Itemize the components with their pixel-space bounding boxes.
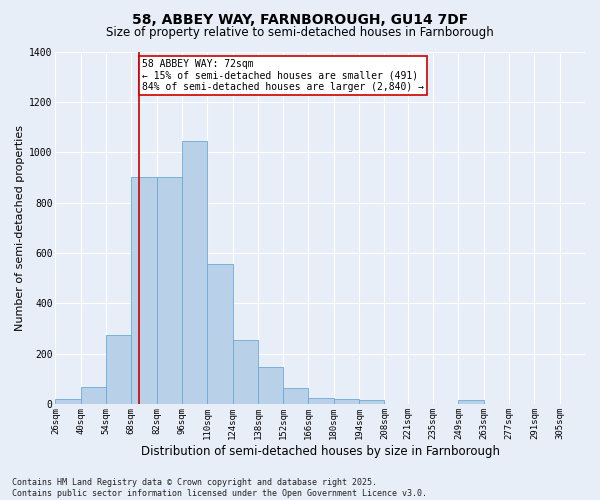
X-axis label: Distribution of semi-detached houses by size in Farnborough: Distribution of semi-detached houses by … [141,444,500,458]
Bar [106,334,131,404]
Bar [308,398,334,404]
Bar [334,399,359,404]
Text: 58, ABBEY WAY, FARNBOROUGH, GU14 7DF: 58, ABBEY WAY, FARNBOROUGH, GU14 7DF [132,12,468,26]
Bar [55,399,81,404]
Bar [359,400,385,404]
Y-axis label: Number of semi-detached properties: Number of semi-detached properties [15,124,25,330]
Bar [157,178,182,404]
Bar [182,141,207,404]
Text: Size of property relative to semi-detached houses in Farnborough: Size of property relative to semi-detach… [106,26,494,39]
Bar [233,340,258,404]
Text: Contains HM Land Registry data © Crown copyright and database right 2025.
Contai: Contains HM Land Registry data © Crown c… [12,478,427,498]
Bar [81,387,106,404]
Bar [131,178,157,404]
Text: 58 ABBEY WAY: 72sqm
← 15% of semi-detached houses are smaller (491)
84% of semi-: 58 ABBEY WAY: 72sqm ← 15% of semi-detach… [142,59,424,92]
Bar [258,368,283,404]
Bar [207,264,233,404]
Bar [283,388,308,404]
Bar [458,400,484,404]
